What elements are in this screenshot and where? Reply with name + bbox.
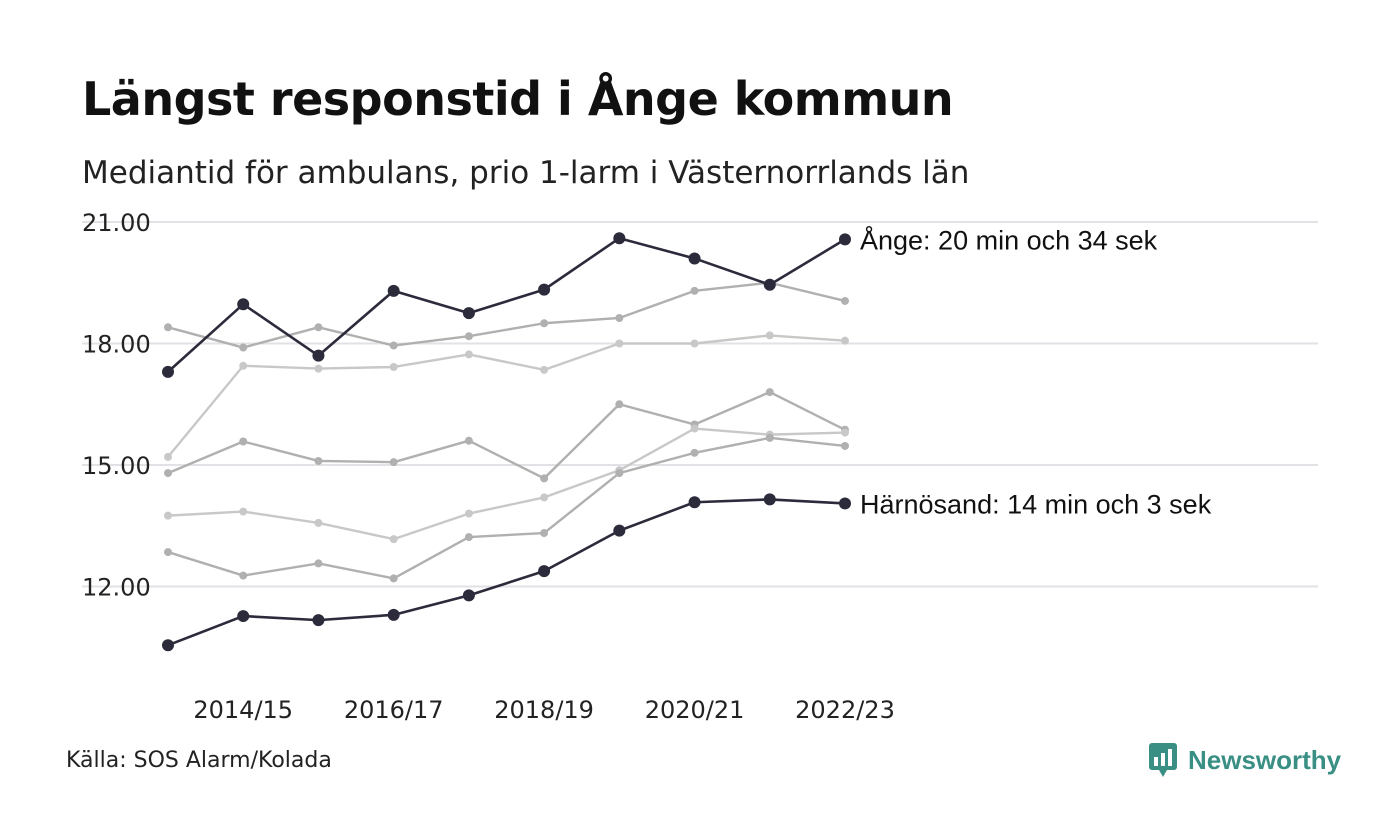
data-point: [389, 362, 398, 371]
line-chart: 21.00 18.00 15.00 12.00 2014/15 2016/17 2018/…: [82, 209, 1318, 724]
data-point: [239, 437, 248, 446]
data-point: [164, 323, 172, 332]
data-point: [387, 284, 400, 297]
data-point: [841, 336, 849, 345]
series-line: [167, 334, 846, 458]
data-point: [765, 331, 774, 340]
data-point: [615, 469, 624, 478]
data-point: [841, 296, 849, 305]
newsworthy-logo-icon: [1149, 743, 1177, 777]
data-point: [613, 232, 626, 245]
y-tick-label: 18.00: [82, 331, 151, 359]
data-point: [164, 469, 172, 478]
data-point: [314, 456, 323, 465]
data-point: [540, 474, 549, 483]
series-line: [167, 427, 846, 541]
data-point: [164, 452, 172, 461]
data-point: [841, 441, 849, 450]
data-point: [538, 565, 551, 578]
data-point: [615, 313, 624, 322]
data-point: [464, 509, 473, 518]
data-point: [690, 339, 699, 348]
data-point: [239, 507, 248, 516]
series-line: [167, 236, 846, 373]
data-point: [389, 574, 398, 583]
data-point: [763, 278, 776, 291]
data-point: [690, 448, 699, 457]
data-point: [314, 559, 323, 568]
x-tick-label: 2022/23: [795, 696, 895, 724]
data-point: [763, 493, 776, 506]
data-point: [615, 400, 624, 409]
data-point: [389, 535, 398, 544]
brand-name: Newsworthy: [1188, 744, 1342, 775]
data-point: [765, 388, 774, 397]
data-point: [464, 332, 473, 341]
grid-lines: [82, 221, 1318, 588]
data-point: [237, 298, 250, 311]
background-series: [164, 278, 849, 583]
data-point: [462, 307, 475, 320]
data-point: [239, 343, 248, 352]
data-point: [387, 608, 400, 621]
data-point: [239, 571, 248, 580]
y-tick-label: 15.00: [82, 452, 151, 480]
data-point: [314, 323, 323, 332]
data-point: [164, 548, 172, 557]
data-point: [540, 529, 549, 538]
data-point: [239, 361, 248, 370]
highlight-series: [162, 232, 851, 652]
data-point: [464, 533, 473, 542]
series-labels: Ånge: 20 min och 34 sek Härnösand: 14 min…: [860, 224, 1212, 519]
chart-subtitle: Mediantid för ambulans, prio 1-larm i Vä…: [82, 155, 970, 191]
data-point: [615, 339, 624, 348]
data-point: [162, 365, 174, 378]
data-point: [162, 639, 174, 652]
data-point: [688, 252, 701, 265]
x-tick-label: 2016/17: [344, 696, 444, 724]
x-axis: 2014/15 2016/17 2018/19 2020/21 2022/23: [193, 696, 894, 724]
data-point: [314, 364, 323, 373]
data-point: [389, 458, 398, 467]
data-point: [312, 349, 325, 362]
x-tick-label: 2014/15: [193, 696, 293, 724]
data-point: [540, 319, 549, 328]
series-line: [167, 390, 846, 480]
series-label: Ånge: 20 min och 34 sek: [860, 224, 1158, 255]
data-point: [839, 497, 851, 510]
data-point: [613, 524, 626, 537]
data-point: [314, 518, 323, 527]
data-point: [462, 589, 475, 602]
data-point: [765, 433, 774, 442]
brand-logo[interactable]: Newsworthy: [1148, 742, 1341, 778]
series-line: [167, 281, 846, 349]
data-point: [839, 233, 851, 246]
y-tick-label: 21.00: [82, 209, 151, 237]
series-label: Härnösand: 14 min och 3 sek: [860, 489, 1212, 519]
data-point: [688, 496, 701, 509]
data-point: [690, 286, 699, 295]
chart-title: Längst responstid i Ånge kommun: [82, 72, 954, 126]
series-line: [167, 498, 846, 647]
x-tick-label: 2020/21: [645, 696, 745, 724]
y-axis: 21.00 18.00 15.00 12.00: [82, 209, 151, 602]
data-point: [538, 283, 551, 296]
series-line: [167, 436, 846, 580]
source-note: Källa: SOS Alarm/Kolada: [66, 748, 332, 773]
data-point: [389, 341, 398, 350]
data-point: [464, 436, 473, 445]
data-point: [540, 365, 549, 374]
data-point: [164, 511, 172, 520]
y-tick-label: 12.00: [82, 574, 151, 602]
data-point: [540, 493, 549, 502]
data-point: [312, 614, 325, 627]
data-point: [690, 424, 699, 433]
x-tick-label: 2018/19: [494, 696, 594, 724]
data-point: [464, 350, 473, 359]
data-point: [237, 610, 250, 623]
data-point: [841, 428, 849, 437]
